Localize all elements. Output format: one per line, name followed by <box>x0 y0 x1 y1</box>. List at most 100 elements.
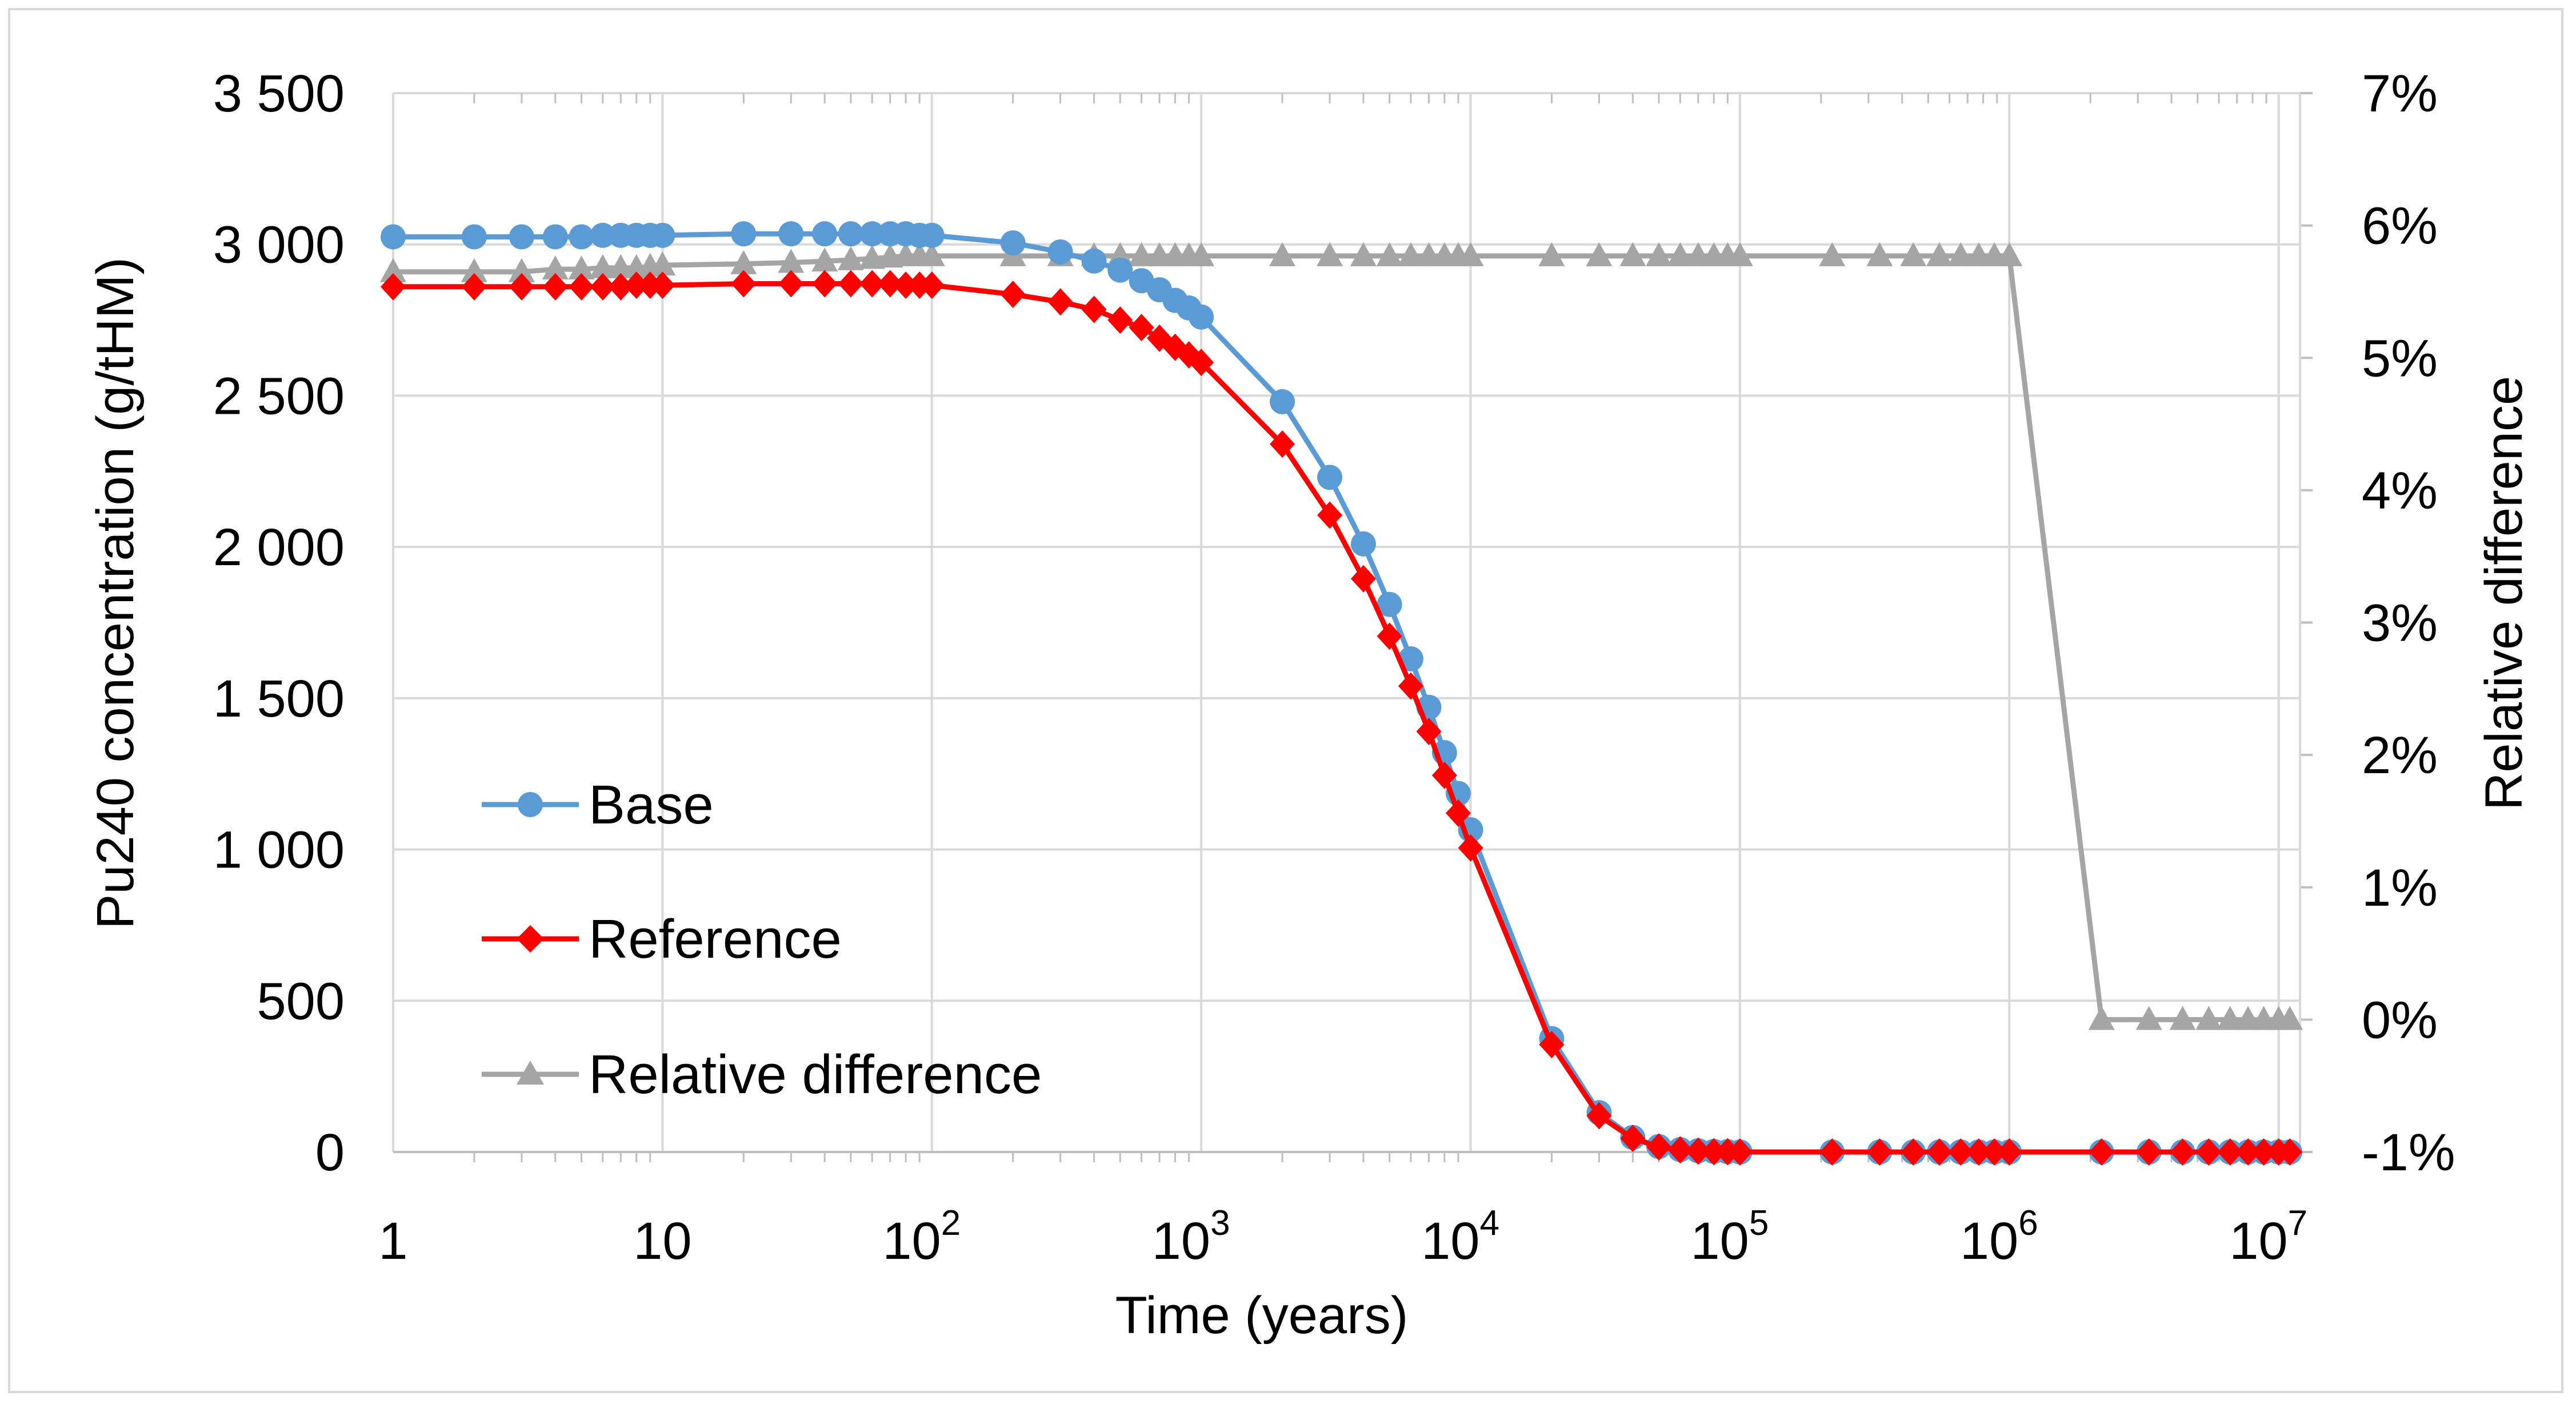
data-point <box>1188 242 1215 266</box>
data-point <box>1620 1125 1646 1153</box>
data-point <box>1619 242 1646 266</box>
data-point <box>837 246 864 270</box>
series-reference <box>381 270 2303 1166</box>
x-tick-label: 1 <box>378 1212 407 1270</box>
data-point <box>2277 1006 2303 1030</box>
data-point <box>649 251 676 276</box>
data-point <box>1047 239 1073 265</box>
x-tick-label: 107 <box>2229 1203 2307 1270</box>
data-point <box>542 273 568 301</box>
data-point <box>1667 1136 1693 1164</box>
data-point <box>1350 565 1376 593</box>
data-point <box>1269 242 1296 266</box>
data-point <box>590 222 615 248</box>
y2-tick-label: 3% <box>2362 594 2438 653</box>
data-point <box>1000 230 1026 256</box>
y2-tick-label: 5% <box>2362 329 2438 387</box>
data-point <box>1398 672 1423 700</box>
y-tick-label: 3 500 <box>213 65 345 123</box>
data-point <box>1416 718 1442 746</box>
y-tick-label: 1 500 <box>213 670 345 728</box>
data-point <box>1377 622 1402 650</box>
data-point <box>812 221 838 247</box>
data-point <box>1445 799 1471 827</box>
y-tick-label: 1 000 <box>213 821 345 879</box>
y2-axis-title: Relative difference <box>2475 376 2533 810</box>
data-point <box>859 245 886 269</box>
data-point <box>1397 242 1424 266</box>
legend-marker-reference <box>517 925 544 953</box>
x-tick-label: 10 <box>633 1212 691 1270</box>
data-point <box>919 271 945 299</box>
data-point <box>838 270 863 298</box>
series-relative-difference <box>380 242 2303 1030</box>
data-point <box>730 250 757 274</box>
data-point <box>2088 1006 2115 1030</box>
data-point <box>380 258 406 282</box>
legend-marker-relative-difference <box>517 1061 544 1085</box>
data-point <box>778 221 804 247</box>
x-tick-label: 104 <box>1421 1203 1499 1270</box>
data-point <box>1081 295 1107 323</box>
data-point <box>778 270 804 298</box>
data-point <box>569 224 594 250</box>
data-point <box>461 224 487 250</box>
data-point <box>1431 761 1457 789</box>
data-point <box>1997 1138 2022 1166</box>
x-tick-label: 106 <box>1960 1203 2038 1270</box>
data-point <box>1538 242 1565 266</box>
chart-frame: 0 500 1 000 1 500 2 000 2 500 3 000 3 500 -1% 0% 1… <box>8 8 2563 1393</box>
data-point <box>1270 430 1295 458</box>
data-point <box>461 258 487 282</box>
data-point <box>1926 1138 1952 1166</box>
data-point <box>812 270 838 298</box>
y2-tick-label: -1% <box>2362 1123 2455 1182</box>
y2-tick-label: 1% <box>2362 859 2438 917</box>
data-point <box>1982 1138 2007 1166</box>
data-point <box>568 255 595 280</box>
data-point <box>1867 1138 1893 1166</box>
data-point <box>590 273 615 301</box>
data-point <box>2235 1138 2261 1166</box>
data-point <box>1458 834 1483 862</box>
legend-item-reference: Reference <box>482 909 842 970</box>
x-tick-label: 102 <box>882 1203 961 1270</box>
data-point <box>2217 1138 2243 1166</box>
data-point <box>893 271 919 299</box>
data-point <box>918 242 945 266</box>
data-point <box>1128 242 1155 266</box>
data-point <box>1129 314 1154 342</box>
data-point <box>1270 389 1295 415</box>
data-point <box>1646 242 1673 266</box>
y2-tick-label: 7% <box>2362 65 2438 123</box>
y-tick-label: 500 <box>257 972 345 1030</box>
data-point <box>778 249 805 273</box>
data-point <box>1317 465 1343 490</box>
y2-tick-label: 4% <box>2362 462 2438 520</box>
data-point <box>509 224 534 250</box>
data-point <box>589 254 616 278</box>
data-point <box>2089 1138 2114 1166</box>
data-point <box>1317 501 1343 529</box>
series-line <box>393 231 2290 1155</box>
data-point <box>1685 1137 1711 1165</box>
data-point <box>1926 242 1953 266</box>
legend: Base Reference Relative difference <box>482 774 1042 1105</box>
legend-label-relative-difference: Relative difference <box>589 1044 1042 1105</box>
data-point <box>1646 1133 1672 1161</box>
data-point <box>731 221 757 247</box>
data-point <box>2170 1138 2195 1166</box>
data-point <box>1726 242 1753 266</box>
series-line <box>393 281 2290 1155</box>
data-point <box>2169 1006 2196 1030</box>
data-point <box>2195 1006 2222 1030</box>
data-point <box>859 270 885 298</box>
series-line <box>393 253 2290 1022</box>
data-point <box>508 258 535 282</box>
data-point <box>1376 242 1403 266</box>
data-point <box>1350 531 1376 557</box>
legend-label-base: Base <box>589 774 714 835</box>
data-point <box>1966 1138 1991 1166</box>
data-point <box>1000 281 1026 309</box>
data-point <box>1667 242 1694 266</box>
